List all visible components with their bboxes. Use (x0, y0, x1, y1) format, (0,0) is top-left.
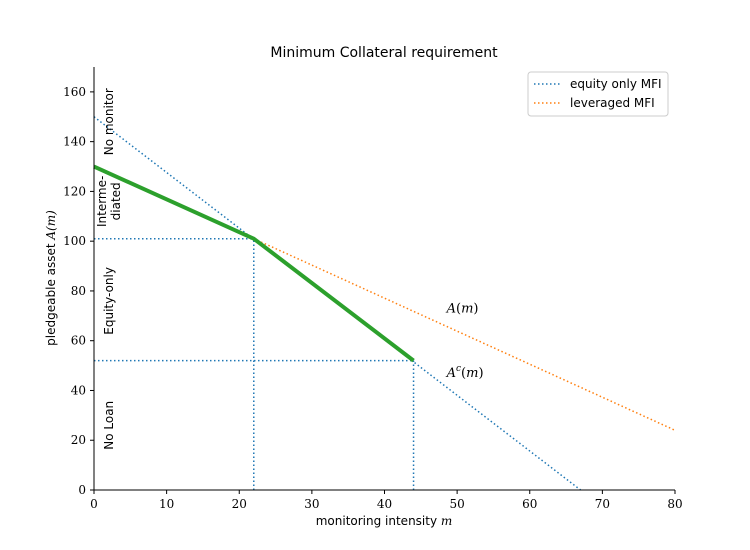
y-tick-label: 40 (71, 383, 86, 397)
plot-area: A(m) Ac(m) No monitor Interme-diated Equity-… (93, 88, 676, 491)
annotation-2: Ac(m) (446, 364, 484, 381)
y-tick-label: 80 (71, 284, 86, 298)
region-label-3: Equity-only (102, 267, 116, 335)
y-tick-label: 160 (63, 85, 86, 99)
x-tick-label: 80 (667, 497, 682, 511)
region-label-4: No Loan (102, 401, 116, 450)
y-tick-label: 140 (63, 135, 86, 149)
legend-label-1: equity only MFI (570, 77, 662, 91)
region-label-2-line-2: diated (109, 182, 123, 220)
annotation-1: A(m) (446, 301, 479, 316)
legend-box (527, 71, 669, 117)
y-axis-label: pledgeable asset A(m) (44, 210, 58, 346)
chart-title: Minimum Collateral requirement (270, 45, 498, 61)
x-tick-label: 30 (304, 497, 319, 511)
y-axis: 0 20 40 60 80 100 120 140 160 (63, 67, 95, 497)
x-tick-label: 40 (377, 497, 392, 511)
y-tick-label: 60 (71, 334, 86, 348)
x-tick-label: 70 (595, 497, 610, 511)
x-axis: 0 10 20 30 40 50 60 70 80 (90, 489, 683, 511)
region-label-1: No monitor (102, 88, 116, 155)
y-tick-label: 120 (63, 184, 86, 198)
region-label-2: Interme- (95, 176, 109, 227)
legend: equity only MFI leveraged MFI (527, 71, 669, 117)
y-tick-label: 0 (78, 483, 86, 497)
x-tick-label: 50 (449, 497, 464, 511)
x-tick-label: 0 (90, 497, 98, 511)
y-tick-label: 20 (71, 433, 86, 447)
x-tick-label: 10 (159, 497, 174, 511)
series-leveraged-mfi (253, 238, 676, 431)
y-tick-label: 100 (63, 234, 86, 248)
x-tick-label: 20 (232, 497, 247, 511)
x-tick-label: 60 (522, 497, 537, 511)
x-axis-label: monitoring intensity m (316, 514, 453, 528)
legend-label-2: leveraged MFI (570, 96, 655, 110)
series-minimum-requirement (93, 164, 415, 363)
